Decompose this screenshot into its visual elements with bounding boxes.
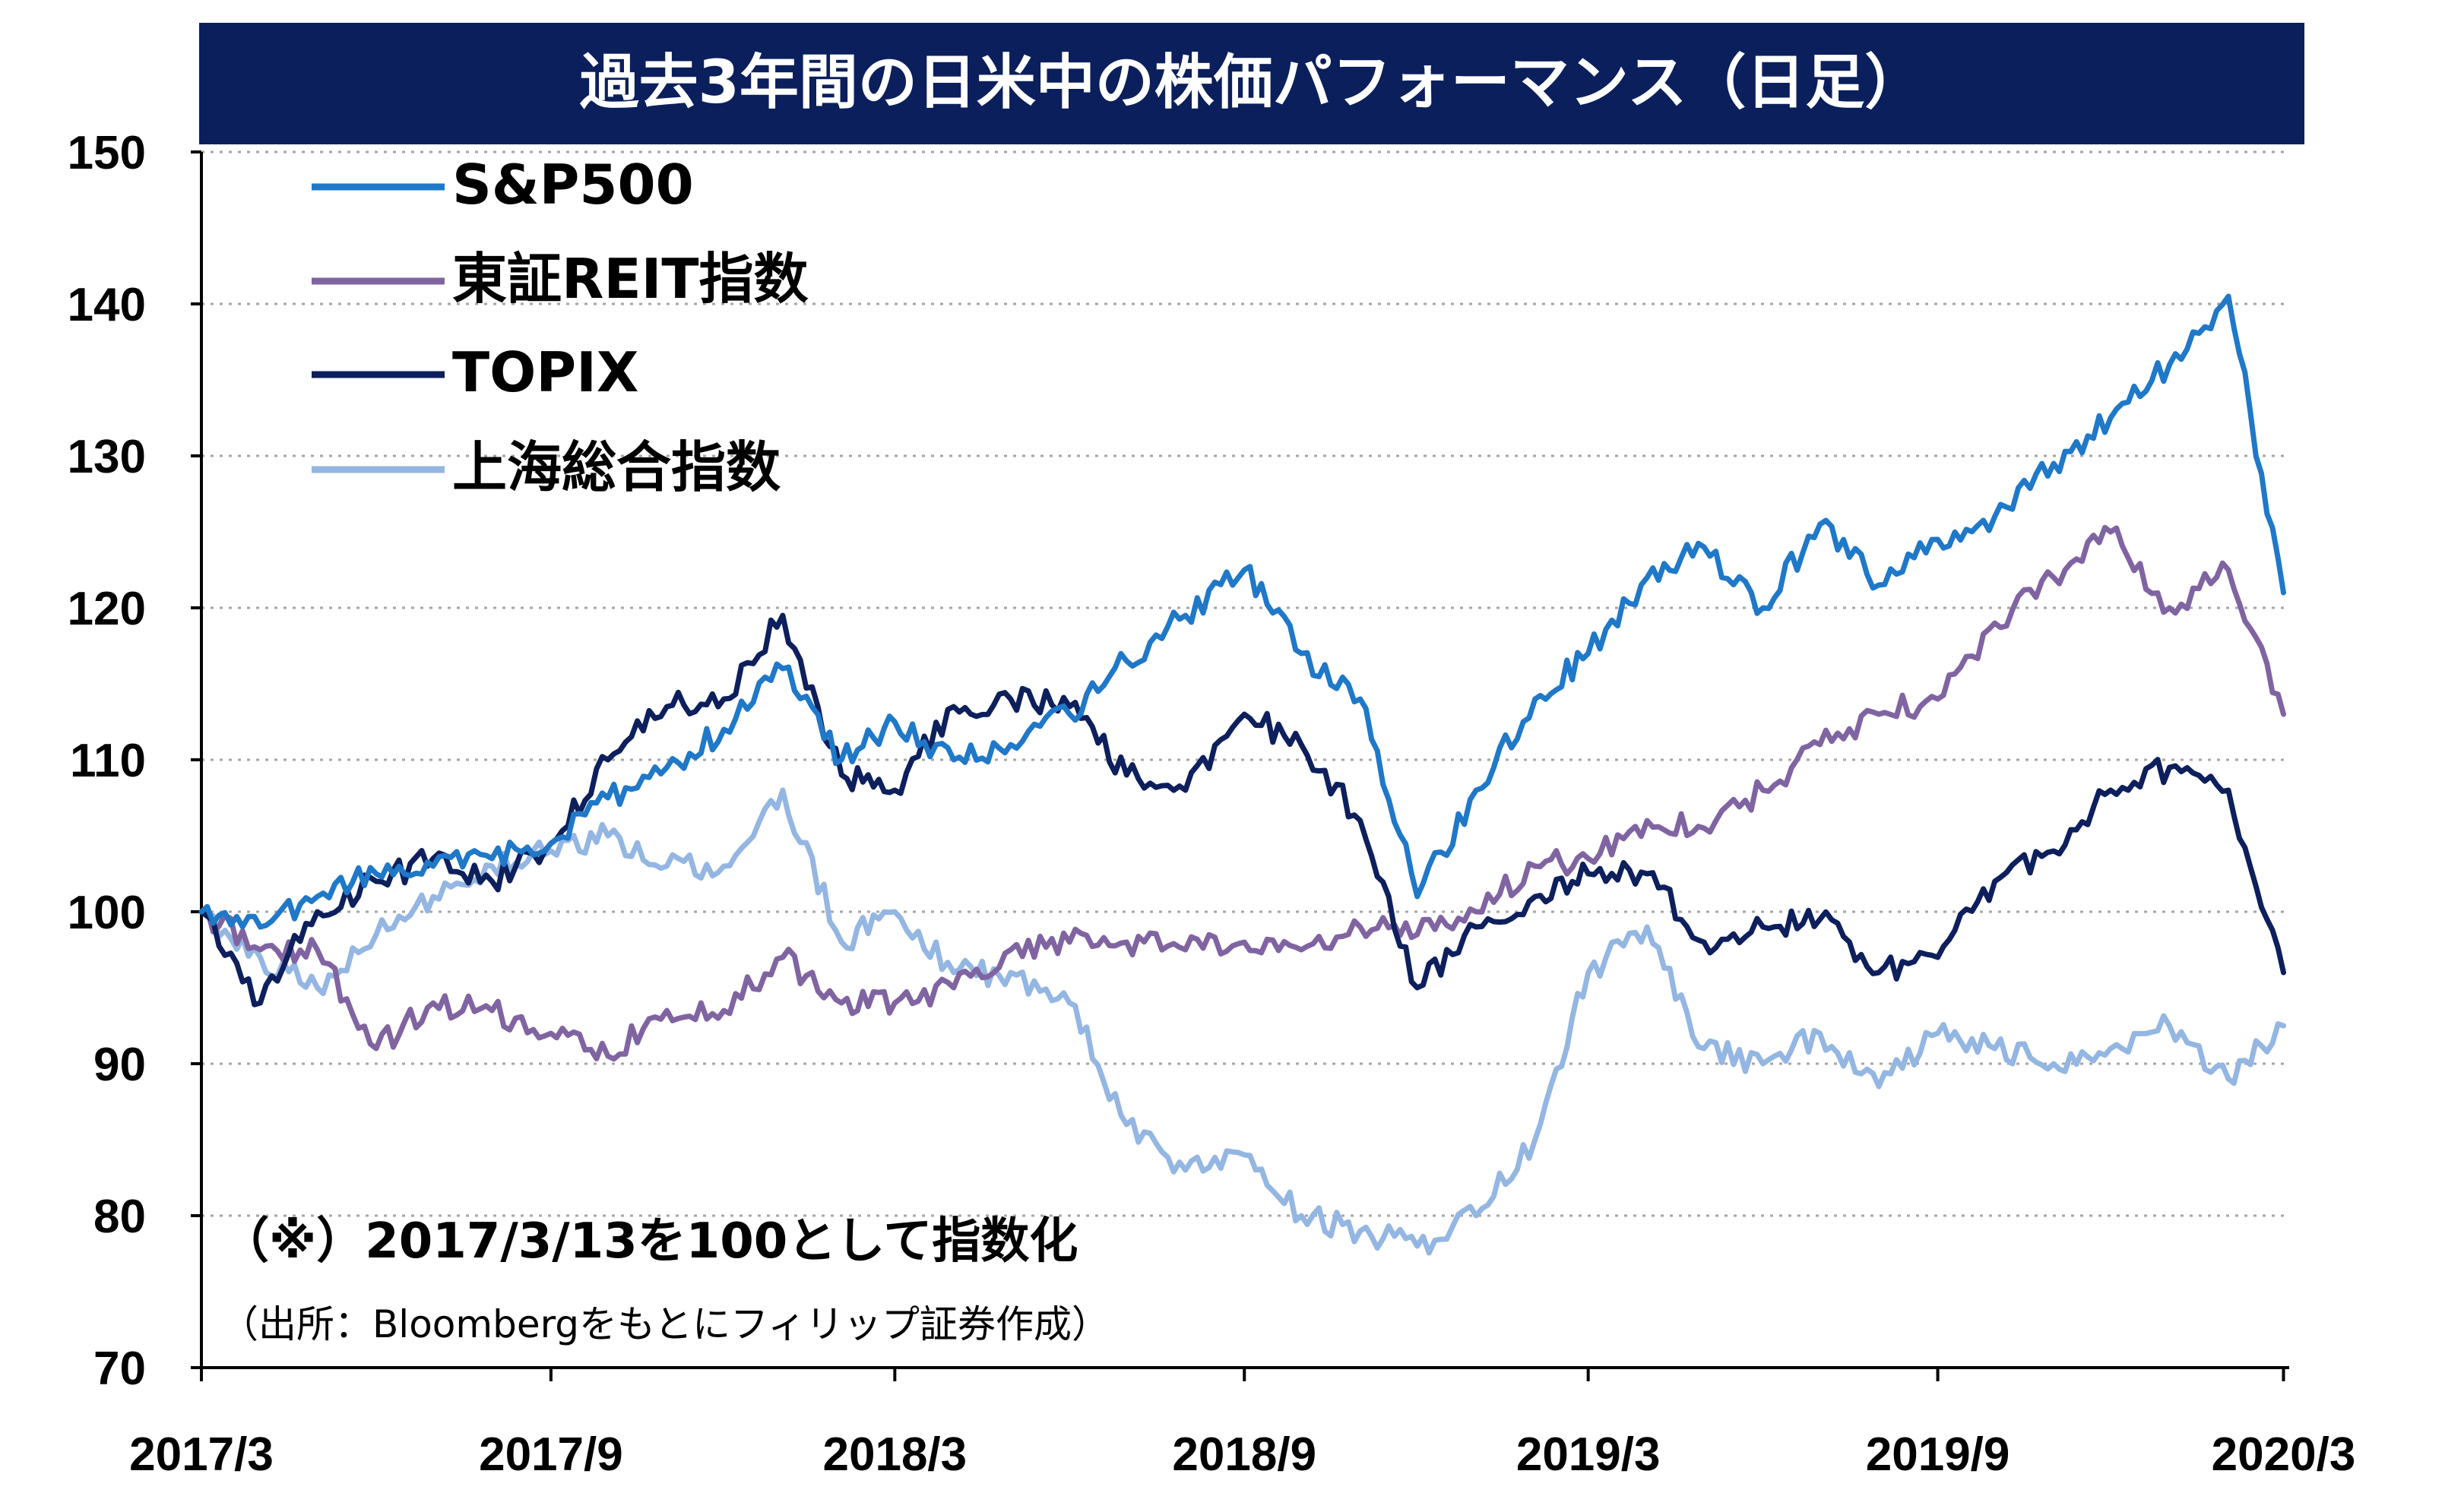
legend-label: 上海総合指数 bbox=[452, 435, 781, 499]
source-note: （出所：Bloombergをもとにフィリップ証券作成） bbox=[220, 1302, 1110, 1346]
legend-label: 東証REIT指数 bbox=[452, 247, 809, 311]
y-tick-label: 120 bbox=[68, 583, 146, 635]
series-line-0 bbox=[198, 293, 2286, 930]
legend-label: TOPIX bbox=[452, 340, 638, 404]
legend-label: S&P500 bbox=[452, 153, 694, 217]
x-tick-label: 2017/3 bbox=[129, 1428, 274, 1481]
y-tick-label: 130 bbox=[68, 431, 146, 483]
x-axis-ticks: 2017/3 2017/9 2018/3 2018/9 2019/3 2019/9 2020… bbox=[129, 1368, 2355, 1481]
grid-layer bbox=[201, 150, 2289, 1217]
series-line-3 bbox=[198, 787, 2286, 1256]
index-note: （※）2017/3/13を100として指数化 bbox=[220, 1213, 1078, 1270]
series-layer bbox=[198, 293, 2286, 1256]
x-tick-label: 2018/9 bbox=[1172, 1428, 1316, 1481]
series-line-1 bbox=[198, 524, 2286, 1062]
y-tick-label: 70 bbox=[93, 1343, 146, 1395]
title-banner bbox=[199, 23, 2304, 144]
series-line-2 bbox=[198, 612, 2286, 1007]
x-tick-label: 2020/3 bbox=[2212, 1428, 2356, 1481]
chart-title: 過去3年間の日米中の株価パフォーマンス（日足） bbox=[580, 49, 1924, 117]
y-tick-label: 100 bbox=[68, 887, 146, 939]
y-axis-ticks: 70 80 90 100 110 120 130 140 150 bbox=[68, 127, 201, 1395]
y-tick-label: 150 bbox=[68, 127, 146, 179]
x-tick-label: 2017/9 bbox=[479, 1428, 623, 1481]
x-tick-label: 2018/3 bbox=[823, 1428, 968, 1481]
x-tick-label: 2019/9 bbox=[1866, 1428, 2010, 1481]
y-tick-label: 110 bbox=[70, 735, 146, 787]
x-tick-label: 2019/3 bbox=[1516, 1428, 1661, 1481]
y-tick-label: 90 bbox=[93, 1039, 146, 1091]
y-tick-label: 140 bbox=[68, 279, 146, 331]
legend: S&P500 東証REIT指数 TOPIX 上海総合指数 bbox=[312, 153, 809, 499]
y-tick-label: 80 bbox=[93, 1191, 146, 1243]
